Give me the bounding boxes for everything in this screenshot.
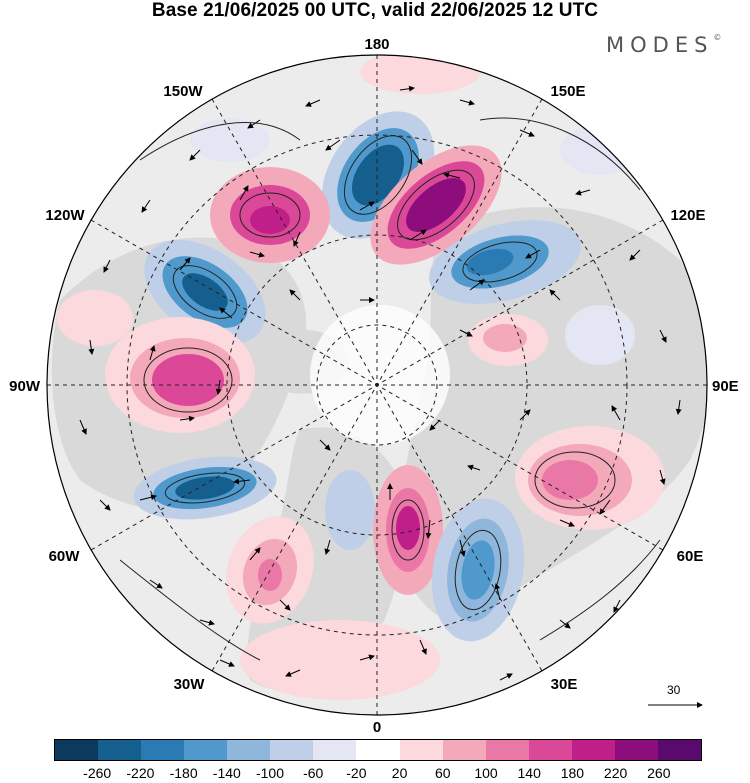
map-boundary xyxy=(46,54,708,716)
pos-lobe-9 xyxy=(57,290,133,346)
colorbar-tick-label: -20 xyxy=(346,765,367,781)
lon-label-150w: 150W xyxy=(163,83,203,100)
neg-lobe-5 xyxy=(565,305,635,365)
colorbar-tick-label: 60 xyxy=(435,765,451,781)
lon-label-180: 180 xyxy=(364,36,389,53)
colorbar xyxy=(54,739,702,761)
lon-label-30w: 30W xyxy=(174,676,206,693)
brand-logo: MODES© xyxy=(606,33,721,57)
map-disk xyxy=(47,55,707,715)
colorbar-tick-label: 260 xyxy=(647,765,671,781)
colorbar-tick-label: -60 xyxy=(303,765,324,781)
colorbar-segment xyxy=(227,740,271,760)
colorbar-segment xyxy=(442,740,486,760)
neg-lobe-7 xyxy=(325,470,375,550)
polar-map: 180 150E 120E 90E 60E 30E 0 30W 60W 90W … xyxy=(9,36,739,735)
polar-cap xyxy=(310,305,450,445)
map-title: Base 21/06/2025 00 UTC, valid 22/06/2025… xyxy=(151,0,599,21)
lon-label-30e: 30E xyxy=(551,676,578,693)
colorbar-tick-label: -100 xyxy=(255,765,285,781)
longitude-labels: 180 150E 120E 90E 60E 30E 0 30W 60W 90W … xyxy=(9,36,739,735)
lon-label-150e: 150E xyxy=(550,83,585,100)
copyright-mark: © xyxy=(713,33,722,42)
reference-vector-label: 30 xyxy=(667,683,681,697)
lon-label-120w: 120W xyxy=(45,207,85,224)
colorbar-segment xyxy=(399,740,443,760)
colorbar-segment xyxy=(55,740,99,760)
neg-lobe-8 xyxy=(190,118,270,162)
colorbar-segment xyxy=(528,740,572,760)
colorbar-segment xyxy=(356,740,400,760)
lon-label-90w: 90W xyxy=(9,378,41,395)
colorbar-segment xyxy=(141,740,185,760)
colorbar-segment xyxy=(657,740,701,760)
colorbar-segment xyxy=(270,740,314,760)
colorbar-segment xyxy=(485,740,529,760)
colorbar-tick-label: -180 xyxy=(169,765,198,781)
neg-lobe-9 xyxy=(560,125,640,175)
contour-lines xyxy=(119,117,661,661)
colorbar-labels: -260 -220 -180 -140 -100 -60 -20 20 60 100 140 180 2… xyxy=(0,765,750,783)
pos-lobe-8 xyxy=(360,55,480,94)
lon-label-0: 0 xyxy=(373,719,381,735)
colorbar-tick-label: -260 xyxy=(83,765,112,781)
graticule xyxy=(47,55,707,715)
lon-label-90e: 90E xyxy=(712,378,739,395)
lon-label-60w: 60W xyxy=(49,548,81,565)
brand-text: MODES xyxy=(606,33,714,57)
colorbar-tick-label: 180 xyxy=(560,765,585,781)
colorbar-tick-label: 100 xyxy=(474,765,498,781)
pos-lobe-10 xyxy=(240,620,440,700)
lon-label-120e: 120E xyxy=(670,207,705,224)
colorbar-tick-label: -220 xyxy=(126,765,155,781)
colorbar-segment xyxy=(98,740,142,760)
colorbar-segment xyxy=(571,740,615,760)
colorbar-tick-label: 220 xyxy=(603,765,628,781)
colorbar-tick-label: 20 xyxy=(391,765,408,781)
wind-vectors xyxy=(79,85,682,681)
lon-label-60e: 60E xyxy=(677,548,704,565)
colorbar-segment xyxy=(313,740,357,760)
colorbar-tick-label: 140 xyxy=(517,765,541,781)
colorbar-segment xyxy=(614,740,658,760)
colorbar-tick-label: -140 xyxy=(212,765,241,781)
anomaly-fields xyxy=(57,55,665,700)
colorbar-segment xyxy=(184,740,228,760)
